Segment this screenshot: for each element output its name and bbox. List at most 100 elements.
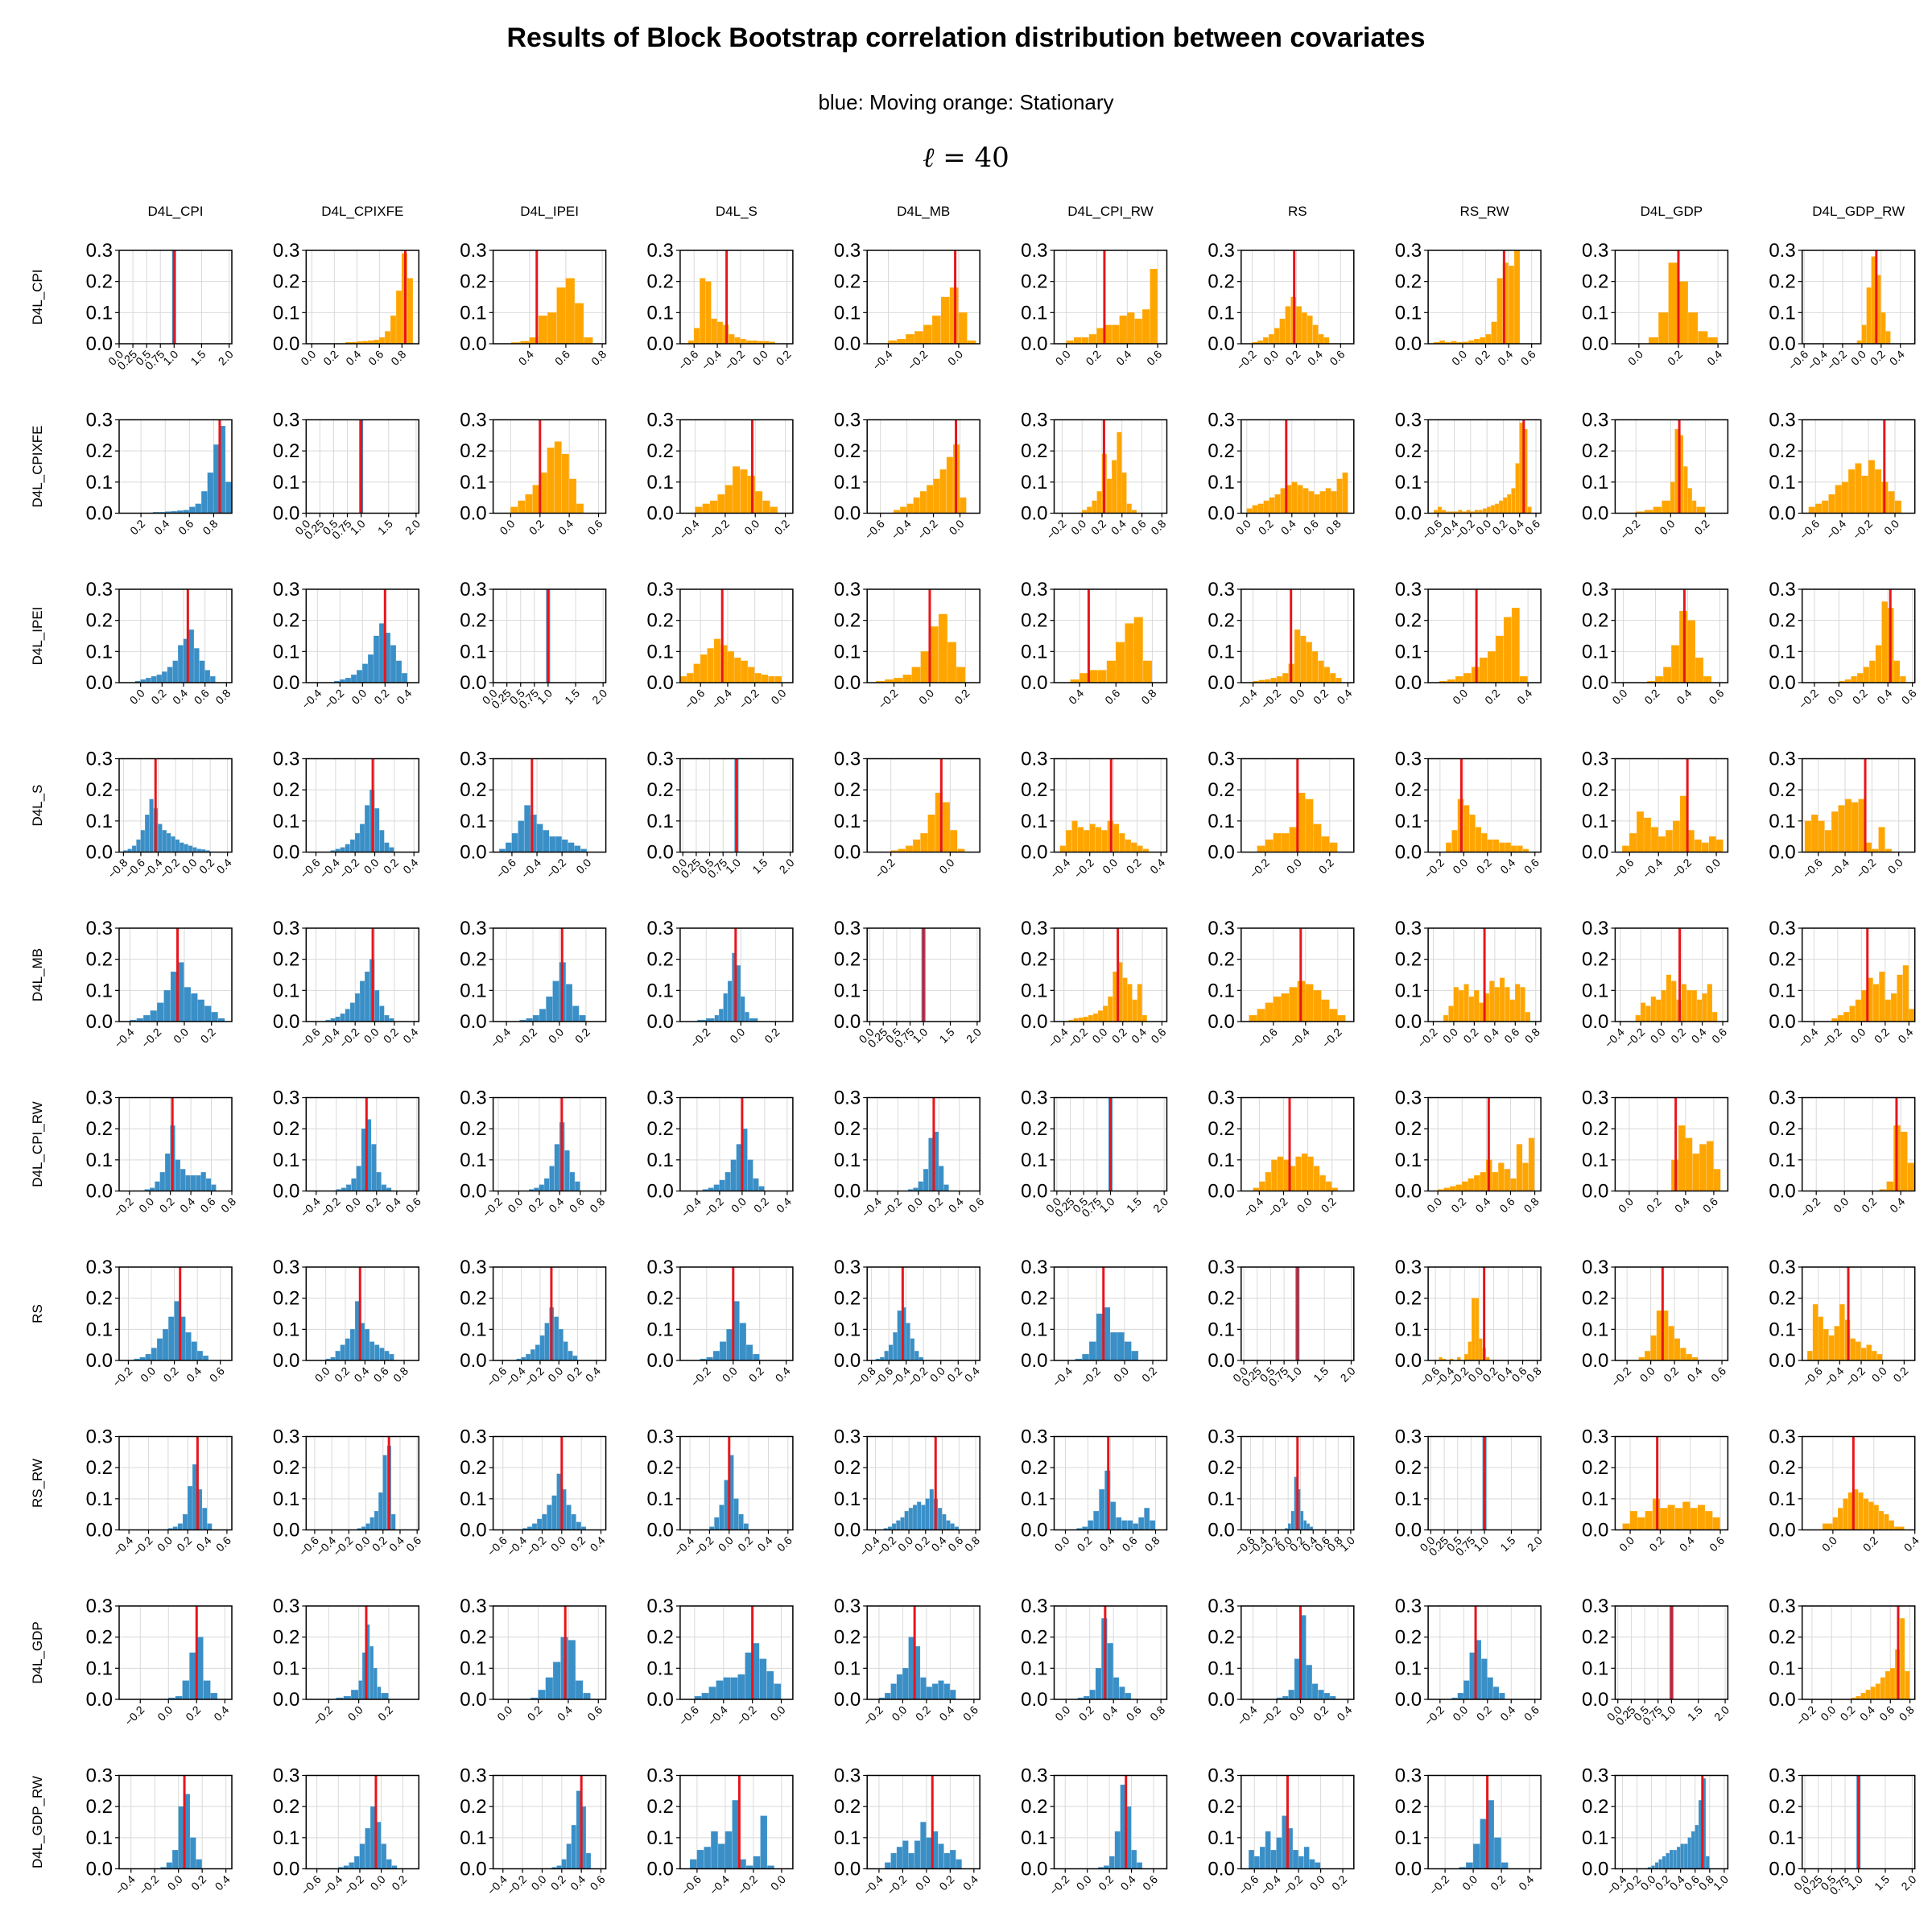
x-tick-label: 0.0 [1449,348,1469,368]
histogram-bar [1096,328,1104,345]
x-tick-label: 0.6 [207,1364,227,1385]
y-tick-label: 0.0 [1395,1689,1422,1711]
x-tick-label: 0.0 [927,1364,947,1385]
histogram-bar [1095,1668,1101,1700]
histogram-bar [382,1455,387,1530]
panel-frame [118,1605,233,1700]
histogram-bar [140,830,145,852]
x-tick-label: −0.2 [1843,1364,1868,1389]
y-tick-label: 0.1 [86,641,113,663]
histogram-bar [1116,1517,1122,1530]
y-tick-label: 0.2 [1582,1288,1608,1310]
histogram-bar [561,1859,567,1869]
panel-r0-c1: 0.00.10.20.30.0 0.2 0.4 0.6 0.8 [273,240,420,368]
y-tick-label: 0.0 [273,1520,299,1542]
y-tick-label: 0.3 [647,1088,674,1109]
histogram-bar [1142,660,1152,683]
histogram-bar [1083,1017,1088,1022]
histogram-bar [1096,491,1102,514]
y-tick-label: 0.3 [1021,1426,1047,1448]
y-tick-label: 0.1 [647,1319,674,1340]
row-label-7: RS_RW [30,1459,45,1508]
y-tick-label: 0.1 [1582,472,1608,493]
panel-frame [1427,1605,1542,1700]
histogram-bar [923,1169,929,1191]
y-tick-label: 0.0 [460,503,486,525]
y-tick-label: 0.3 [460,1088,486,1109]
y-tick-label: 0.0 [647,842,674,864]
histogram-bar [1897,974,1903,1022]
x-tick-label: −0.2 [157,856,182,881]
y-tick-label: 0.0 [1769,503,1795,525]
histogram-bar [1141,1015,1147,1022]
y-tick-label: 0.2 [1582,610,1608,632]
histogram-bar [724,1172,731,1191]
histogram-bar [369,1517,374,1530]
panel-frame [118,1096,233,1192]
histogram-bar [1066,830,1072,852]
histogram-bar [1868,460,1875,514]
y-tick-label: 0.2 [1582,1627,1608,1649]
y-tick-label: 0.0 [834,1859,861,1880]
histogram-bar [696,1850,704,1869]
row-label-2: D4L_IPEI [30,607,45,666]
y-tick-label: 0.1 [1769,980,1795,1001]
x-tick-label: −0.2 [504,1872,529,1897]
y-tick-label: 0.0 [1208,1859,1234,1880]
histogram-bar [1696,506,1705,514]
histogram-bar [1474,1175,1480,1191]
histogram-bar [537,1518,543,1530]
histogram-bar [390,645,396,683]
histogram-bar [705,281,712,345]
histogram-bar [1093,1013,1098,1022]
histogram-bar [345,678,351,683]
histogram-bar [532,1015,539,1022]
histogram-bar [1125,623,1134,683]
y-tick-label: 0.1 [1021,980,1047,1001]
histogram-bar [1472,1298,1476,1361]
histogram-bar [1861,990,1868,1022]
histogram-bar [538,1690,546,1700]
histogram-bar [1707,337,1718,345]
histogram-bar [890,1683,897,1700]
histogram-bar [1818,1316,1823,1361]
histogram-bar [918,1181,923,1191]
y-tick-label: 0.2 [460,779,486,801]
x-tick-label: −0.4 [1047,856,1072,881]
histogram-bar [1289,987,1298,1022]
x-tick-label: 0.0 [1637,1364,1657,1385]
y-tick-label: 0.1 [1769,1150,1795,1171]
histogram-bar [542,1514,547,1530]
panel-r1-c2: 0.00.10.20.30.0 0.2 0.4 0.6 [460,410,607,537]
histogram-bar [1125,839,1131,852]
histogram-bar [1116,642,1125,683]
histogram-bar [568,842,575,852]
histogram-bar [1499,500,1503,514]
histogram-bar [700,278,706,345]
x-tick-label: 0.0 [727,1026,747,1046]
y-tick-label: 0.0 [273,1011,299,1033]
x-tick-label: 0.2 [1256,517,1276,537]
histogram-bar [1491,505,1495,514]
x-tick-label: 0.4 [184,1364,204,1385]
y-tick-label: 0.3 [86,1596,113,1617]
histogram-bar [1687,620,1695,683]
x-tick-label: 1.0 [160,348,180,368]
histogram-bar [1457,1693,1463,1700]
y-tick-label: 0.3 [834,1426,861,1448]
histogram-bar [1088,334,1097,345]
panel-r3-c4: 0.00.10.20.3−0.2 0.0 [834,749,980,881]
panel-r7-c6: 0.00.10.20.3−0.6−0.4−0.20.00.20.40.60.81… [1208,1426,1357,1559]
x-tick-label: 0.0 [138,1364,158,1385]
x-tick-label: −0.6 [493,856,518,881]
histogram-bar [1313,824,1322,852]
histogram-bar [713,638,721,683]
y-tick-label: 0.3 [647,1257,674,1278]
x-tick-label: −0.2 [522,1364,547,1389]
y-tick-label: 0.2 [273,440,299,462]
histogram-bar [946,456,953,514]
histogram-bar [1134,318,1142,345]
histogram-bar [1687,488,1692,514]
panel-frame [492,927,607,1022]
histogram-bar [1658,836,1666,852]
